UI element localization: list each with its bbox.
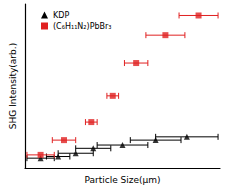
svg-text:Particle Size(μm): Particle Size(μm) [84, 175, 160, 185]
svg-text:SHG Intensity(arb.): SHG Intensity(arb.) [8, 43, 18, 129]
svg-text:(C₆H₁₁N₂)PbBr₃: (C₆H₁₁N₂)PbBr₃ [53, 22, 112, 31]
svg-text:KDP: KDP [53, 11, 69, 20]
